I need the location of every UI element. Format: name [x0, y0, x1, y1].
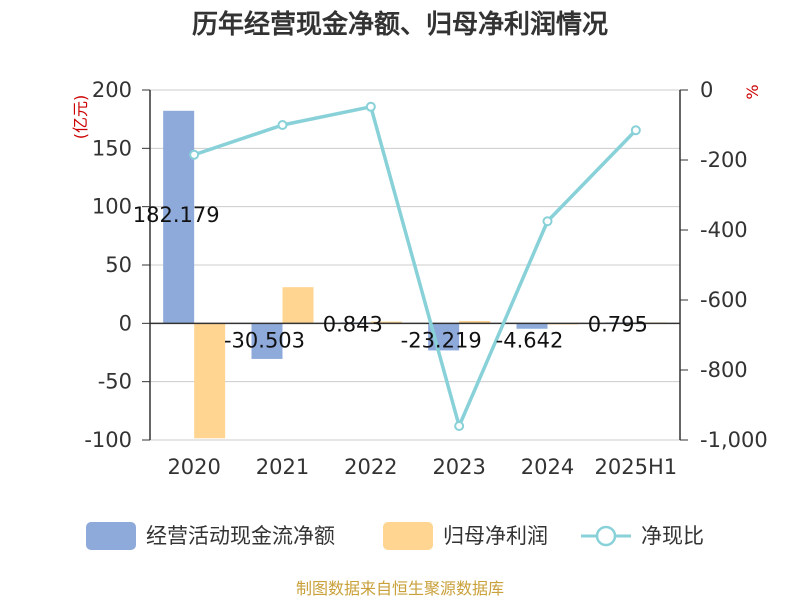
- legend-label-profit: 归母净利润: [443, 524, 548, 548]
- data-label-cashflow: -23.219: [401, 328, 482, 352]
- right-tick-label: -1,000: [700, 428, 768, 452]
- legend: 经营活动现金流净额 归母净利润 净现比: [86, 522, 704, 550]
- legend-swatch-cashflow: [86, 522, 136, 550]
- left-tick-label: -100: [84, 428, 132, 452]
- bar-cashflow[interactable]: [516, 323, 548, 329]
- grid: [150, 89, 680, 441]
- left-axis-unit: (亿元): [71, 95, 90, 140]
- point-ratio[interactable]: [454, 421, 465, 431]
- left-tick-label: 150: [92, 136, 132, 160]
- data-label-cashflow: 182.179: [133, 203, 220, 227]
- x-tick-label: 2020: [167, 455, 220, 479]
- source-note: 制图数据来自恒生聚源数据库: [296, 579, 504, 598]
- data-label-cashflow: 0.795: [588, 312, 648, 336]
- right-tick-label: 0: [700, 78, 713, 102]
- left-tick-label: 0: [119, 311, 132, 335]
- line-series: [189, 101, 641, 431]
- bar-profit[interactable]: [194, 323, 226, 439]
- legend-item-ratio[interactable]: 净现比: [581, 524, 704, 548]
- left-tick-label: 100: [92, 195, 132, 219]
- left-tick-label: -50: [98, 370, 132, 394]
- point-ratio[interactable]: [277, 120, 288, 130]
- legend-label-ratio: 净现比: [641, 524, 704, 548]
- point-ratio[interactable]: [630, 125, 641, 136]
- bar-profit[interactable]: [282, 287, 314, 324]
- data-label-cashflow: 0.843: [323, 312, 383, 336]
- chart-title: 历年经营现金净额、归母净利润情况: [192, 9, 608, 40]
- legend-swatch-profit: [383, 522, 433, 550]
- x-tick-label: 2021: [256, 455, 309, 479]
- right-tick-label: -800: [700, 358, 748, 382]
- right-tick-label: -600: [700, 288, 748, 312]
- bar-cashflow[interactable]: [163, 110, 195, 324]
- data-labels: 182.179 -30.503 0.843 -23.219 -4.642 0.795: [133, 203, 648, 352]
- data-label-cashflow: -4.642: [496, 328, 564, 352]
- x-tick-label: 2024: [521, 455, 574, 479]
- legend-marker-ratio: [595, 525, 617, 547]
- tick-labels: 200 150 100 50 0 -50 -100 0 -200 -400 -600 -800 -1,0…: [84, 78, 767, 479]
- x-tick-label: 2022: [344, 455, 397, 479]
- right-axis-unit: %: [743, 84, 762, 99]
- line-ratio: [193, 105, 638, 428]
- point-ratio[interactable]: [365, 101, 376, 112]
- right-tick-label: -200: [700, 148, 748, 172]
- legend-item-profit[interactable]: 归母净利润: [383, 522, 548, 550]
- bar-cashflow[interactable]: [251, 323, 283, 359]
- point-ratio[interactable]: [189, 149, 200, 160]
- bar-profit[interactable]: [370, 321, 402, 324]
- right-tick-label: -400: [700, 218, 748, 242]
- bar-profit[interactable]: [459, 321, 491, 324]
- axes: [142, 89, 688, 441]
- legend-item-cashflow[interactable]: 经营活动现金流净额: [86, 522, 335, 550]
- x-tick-label: 2025H1: [595, 455, 678, 479]
- legend-label-cashflow: 经营活动现金流净额: [146, 524, 335, 548]
- bar-series: [163, 110, 667, 439]
- left-tick-label: 200: [92, 78, 132, 102]
- left-tick-label: 50: [105, 253, 132, 277]
- point-ratio[interactable]: [542, 216, 553, 227]
- data-label-cashflow: -30.503: [224, 328, 305, 352]
- x-tick-label: 2023: [432, 455, 485, 479]
